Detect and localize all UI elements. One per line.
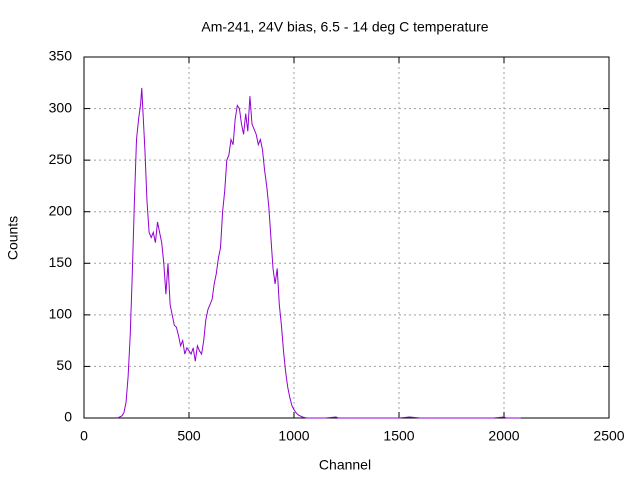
y-tick-label: 200 (49, 202, 73, 218)
y-tick-label: 0 (64, 409, 72, 425)
y-tick-label: 250 (49, 151, 73, 167)
y-tick-label: 150 (49, 254, 73, 270)
x-tick-label: 2000 (488, 428, 519, 444)
y-tick-label: 50 (56, 357, 72, 373)
x-tick-label: 2500 (593, 428, 624, 444)
plot-frame (83, 56, 610, 419)
x-tick-label: 500 (177, 428, 201, 444)
chart-title: Am-241, 24V bias, 6.5 - 14 deg C tempera… (201, 19, 488, 35)
x-tick-label: 1000 (278, 428, 309, 444)
x-axis-label: Channel (319, 457, 371, 473)
y-axis-label: Counts (5, 216, 21, 260)
y-tick-label: 350 (49, 48, 73, 64)
y-tick-label: 300 (49, 99, 73, 115)
x-tick-label: 0 (80, 428, 88, 444)
x-tick-label: 1500 (383, 428, 414, 444)
data-line (117, 87, 521, 419)
y-tick-label: 100 (49, 306, 73, 322)
